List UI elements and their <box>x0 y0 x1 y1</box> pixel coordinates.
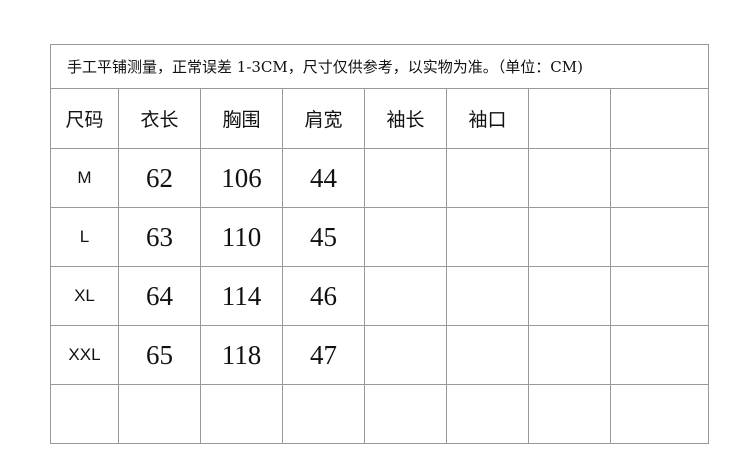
value-cell: 63 <box>118 207 201 267</box>
size-cell: XXL <box>50 325 119 385</box>
value-cell <box>609 266 710 326</box>
value-cell: 46 <box>282 266 365 326</box>
value-cell: 64 <box>118 266 201 326</box>
value-cell <box>118 384 201 444</box>
header-cell: 尺码 <box>50 88 119 149</box>
size-cell: L <box>50 207 119 267</box>
value-cell <box>528 266 611 326</box>
header-cell: 袖口 <box>446 88 529 149</box>
value-cell: 45 <box>282 207 365 267</box>
value-cell <box>609 325 710 385</box>
header-cell: 肩宽 <box>282 88 365 149</box>
value-cell <box>609 148 710 208</box>
value-cell: 65 <box>118 325 201 385</box>
value-cell: 114 <box>200 266 283 326</box>
value-cell <box>446 207 529 267</box>
value-cell <box>609 207 710 267</box>
value-cell: 47 <box>282 325 365 385</box>
value-cell <box>446 325 529 385</box>
value-cell <box>446 384 529 444</box>
table-row <box>50 384 710 444</box>
size-cell: XL <box>50 266 119 326</box>
value-cell <box>528 325 611 385</box>
value-cell: 118 <box>200 325 283 385</box>
table-row: M 62 106 44 <box>50 148 710 208</box>
value-cell <box>364 266 447 326</box>
value-cell <box>528 384 611 444</box>
header-cell <box>528 88 611 149</box>
header-cell <box>609 88 710 149</box>
value-cell: 44 <box>282 148 365 208</box>
header-cell: 胸围 <box>200 88 283 149</box>
value-cell <box>364 384 447 444</box>
table-row: L 63 110 45 <box>50 207 710 267</box>
value-cell <box>528 148 611 208</box>
size-chart-table: 手工平铺测量，正常误差 1-3CM，尺寸仅供参考，以实物为准。（单位：CM) 尺… <box>49 44 710 444</box>
value-cell: 110 <box>200 207 283 267</box>
size-cell: M <box>50 148 119 208</box>
value-cell <box>364 325 447 385</box>
value-cell <box>446 266 529 326</box>
value-cell <box>364 148 447 208</box>
value-cell <box>528 207 611 267</box>
header-row: 尺码 衣长 胸围 肩宽 袖长 袖口 <box>50 88 710 149</box>
header-cell: 衣长 <box>118 88 201 149</box>
value-cell <box>609 384 710 444</box>
measurement-note: 手工平铺测量，正常误差 1-3CM，尺寸仅供参考，以实物为准。（单位：CM) <box>49 44 710 89</box>
value-cell: 62 <box>118 148 201 208</box>
table-row: XL 64 114 46 <box>50 266 710 326</box>
value-cell <box>364 207 447 267</box>
value-cell: 106 <box>200 148 283 208</box>
size-cell <box>50 384 119 444</box>
header-cell: 袖长 <box>364 88 447 149</box>
value-cell <box>282 384 365 444</box>
value-cell <box>200 384 283 444</box>
table-row: XXL 65 118 47 <box>50 325 710 385</box>
value-cell <box>446 148 529 208</box>
